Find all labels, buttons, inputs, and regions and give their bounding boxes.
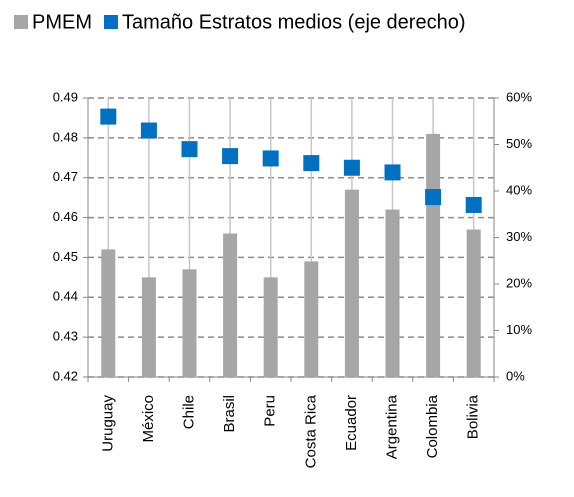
point	[465, 196, 482, 213]
x-tick-label: Brasil	[221, 395, 238, 433]
point	[181, 141, 198, 158]
x-tick-label: Costa Rica	[302, 394, 319, 468]
x-tick-label: Chile	[180, 395, 197, 429]
y2-tick-label: 30%	[506, 229, 532, 244]
point	[262, 150, 279, 167]
y-tick-label: 0.42	[53, 368, 78, 383]
x-tick-label: Peru	[262, 395, 279, 427]
y-tick-label: 0.43	[53, 329, 78, 344]
bar	[304, 261, 319, 377]
point	[303, 155, 320, 172]
bar	[426, 133, 441, 377]
legend-text: PMEM	[32, 11, 92, 33]
x-tick-label: Uruguay	[99, 395, 116, 452]
point	[222, 148, 239, 165]
y2-tick-label: 40%	[506, 182, 532, 197]
y2-tick-label: 0%	[506, 368, 525, 383]
bar	[101, 249, 116, 377]
x-tick-label: Argentina	[383, 394, 400, 459]
bar	[466, 229, 481, 377]
x-tick-label: México	[140, 395, 157, 443]
legend-text: Tamaño Estratos medios (eje derecho)	[122, 11, 466, 33]
legend-marker	[14, 15, 28, 29]
bar	[182, 269, 197, 377]
bar	[385, 209, 400, 377]
point	[100, 108, 117, 125]
y-tick-label: 0.49	[53, 89, 78, 104]
bar	[344, 189, 359, 377]
y2-tick-label: 20%	[506, 275, 532, 290]
point	[425, 189, 442, 206]
x-tick-label: Bolivia	[465, 394, 482, 439]
point	[140, 122, 157, 139]
x-tick-label: Colombia	[424, 394, 441, 458]
y2-tick-label: 50%	[506, 136, 532, 151]
y-tick-label: 0.45	[53, 249, 78, 264]
y-tick-label: 0.48	[53, 129, 78, 144]
y2-tick-label: 10%	[506, 322, 532, 337]
point	[384, 164, 401, 181]
bar	[223, 233, 238, 377]
y-tick-label: 0.44	[53, 289, 78, 304]
y-tick-label: 0.46	[53, 209, 78, 224]
legend-marker	[104, 15, 118, 29]
x-tick-label: Ecuador	[343, 395, 360, 451]
y-tick-label: 0.47	[53, 169, 78, 184]
bar	[263, 277, 278, 377]
point	[343, 159, 360, 176]
y2-tick-label: 60%	[506, 89, 532, 104]
bar	[141, 277, 156, 377]
